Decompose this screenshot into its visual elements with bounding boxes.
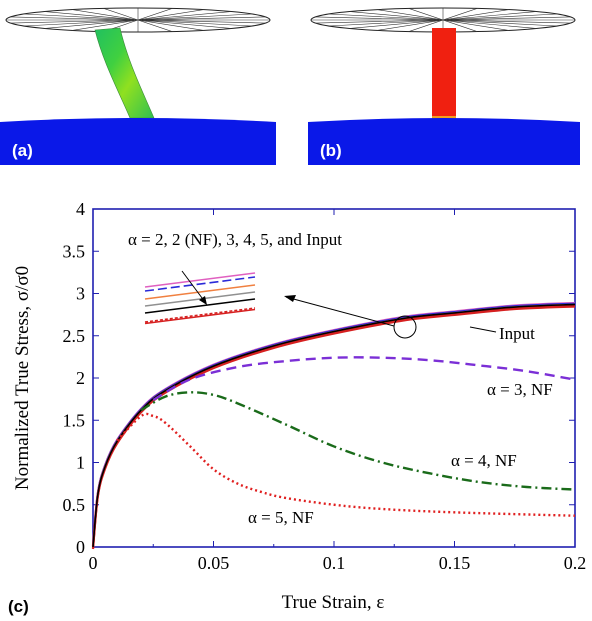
x-tick-label: 0.2 [564, 553, 587, 573]
panel-b-label: (b) [320, 141, 342, 160]
y-tick-label: 0 [76, 537, 85, 557]
inset-line [144, 308, 256, 325]
inset-line [144, 307, 256, 323]
annotation-alpha-4: α = 4, NF [451, 451, 517, 470]
disk-spoke [10, 16, 266, 24]
indenter-disk-b [310, 7, 576, 33]
x-axis-title: True Strain, ε [282, 592, 385, 613]
axis-ticks [92, 208, 576, 548]
y-tick-label: 1 [76, 453, 85, 473]
y-axis-title: Normalized True Stress, σ/σ0 [12, 266, 33, 490]
zoom-inset [144, 272, 256, 325]
panel-a-label: (a) [12, 141, 33, 160]
chart-c: 0 0.05 0.1 0.15 0.2 0 0.5 1 1.5 2 2.5 3 3.5 4 α = 2,… [8, 199, 586, 616]
zoom-arrow [285, 296, 395, 327]
zoom-arrowhead [284, 295, 296, 302]
x-tick-label: 0.05 [198, 553, 230, 573]
zoom-circle [393, 315, 417, 339]
panel-c-label: (c) [8, 597, 29, 616]
y-tick-label: 3.5 [63, 241, 86, 261]
deformed-pillar-a [94, 27, 155, 119]
plot-frame [92, 208, 576, 548]
inset-arrowhead [199, 296, 207, 305]
substrate-a [0, 118, 276, 165]
y-tick-label: 3 [76, 284, 85, 304]
panel-a: (a) [0, 7, 276, 165]
x-tick-label: 0 [89, 553, 98, 573]
inset-line [144, 272, 256, 288]
inset-line [144, 284, 256, 300]
inset-line [144, 291, 256, 307]
inset-line [144, 298, 256, 314]
panel-b: (b) [308, 7, 580, 165]
annotation-alpha-5: α = 5, NF [248, 508, 314, 527]
input-leader [469, 326, 497, 333]
inset-line [144, 276, 256, 292]
inset-arrow [181, 270, 206, 303]
x-tick-labels: 0 0.05 0.1 0.15 0.2 [89, 553, 587, 573]
substrate-b [308, 118, 580, 165]
indenter-disk-a [5, 7, 271, 33]
x-tick-label: 0.1 [323, 553, 346, 573]
series-line-1 [92, 303, 576, 548]
annotation-input: Input [499, 324, 535, 343]
series-layer [91, 301, 576, 550]
y-tick-label: 2.5 [63, 326, 86, 346]
x-tick-label: 0.15 [439, 553, 471, 573]
y-tick-label: 1.5 [63, 410, 86, 430]
y-tick-label: 4 [76, 199, 85, 219]
annotation-alpha-3: α = 3, NF [487, 380, 553, 399]
series-line-3 [140, 391, 576, 491]
y-tick-label: 0.5 [63, 495, 86, 515]
disk-spoke [315, 16, 571, 24]
y-tick-label: 2 [76, 368, 85, 388]
annotation-all-alpha: α = 2, 2 (NF), 3, 4, 5, and Input [128, 230, 342, 249]
pillar-b [432, 28, 456, 120]
y-tick-labels: 0 0.5 1 1.5 2 2.5 3 3.5 4 [63, 199, 86, 557]
series-line-2 [152, 356, 576, 402]
